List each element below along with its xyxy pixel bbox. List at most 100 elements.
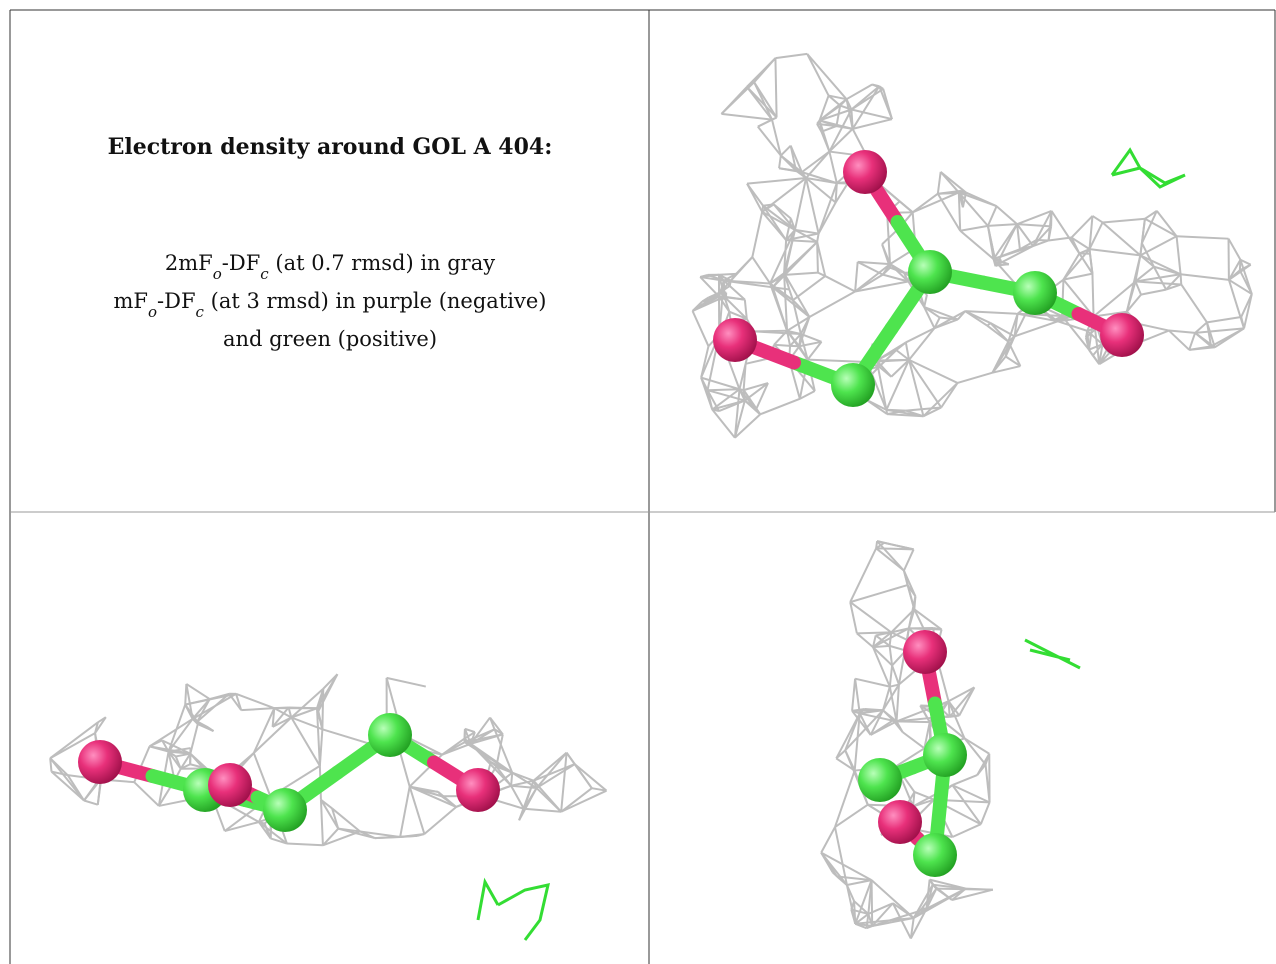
mesh-edge [751,256,771,285]
mesh-edge [408,786,426,835]
density-mesh [49,52,1253,939]
mesh-edge [1016,224,1021,250]
mesh-edge [1168,329,1190,351]
mesh-edge [828,94,847,101]
mesh-edge [1227,279,1245,329]
mesh-edge [908,327,936,361]
mesh-edge [1063,272,1093,281]
mesh-edge [1057,320,1088,332]
mesh-edge [992,365,1021,374]
mesh-edge [805,150,831,179]
mesh-edge [816,233,820,243]
mesh-edge [902,731,925,750]
mesh-edge [888,686,898,722]
mesh-edge [1032,210,1053,247]
text-run: (at 3 rmsd) in purple (negative) [204,289,547,313]
mesh-edge [691,310,710,347]
mesh-edge [799,316,811,335]
mesh-edge [987,223,1018,227]
mesh-edge [707,388,740,392]
mesh-edge [1101,221,1142,257]
mesh-edge [359,830,401,839]
mesh-edge [700,376,740,391]
mesh-edge [820,852,848,886]
mesh-edge [464,728,495,744]
text-run: (at 0.7 rmsd) in gray [269,251,496,275]
mesh-edge [805,177,820,234]
mesh-edge [799,390,816,400]
mesh-edge [933,317,941,329]
mesh-edge [1144,217,1178,238]
mesh-edge [470,743,513,774]
mesh-edge [806,341,823,361]
mesh-edge [835,757,856,772]
oxygen-atom [456,768,500,812]
mesh-edge [951,784,982,825]
mesh-edge [824,275,856,293]
mesh-edge [510,785,525,810]
mesh-edge [711,408,736,439]
mesh-edge [783,229,796,276]
mesh-edge [912,192,939,214]
mesh-edge [783,240,788,274]
mesh-edge [876,547,914,551]
mesh-edge [723,296,748,320]
mesh-edge [895,349,910,361]
mesh-edge [878,85,893,120]
mesh-edge [1227,238,1242,261]
mesh-edge [922,382,959,417]
mesh-edge [839,104,852,111]
mesh-edge [1062,248,1091,281]
mesh-edge [133,781,160,807]
mesh-edge [992,223,1018,260]
legend-line: and green (positive) [223,327,437,351]
mesh-edge [1180,273,1230,281]
mesh-edge [913,887,967,919]
mesh-edge [876,341,907,362]
mesh-edge [986,205,998,227]
mesh-edge [149,718,194,748]
mesh-edge [290,688,324,719]
mesh-edge [818,120,831,152]
mesh-edge [854,677,891,688]
mesh-edge [560,787,593,813]
mesh-edge [1032,239,1049,247]
mesh-edge [532,751,568,782]
mesh-edge [94,716,107,734]
mesh-edge [936,171,942,194]
mesh-edge [963,737,990,755]
mesh-edge [788,289,794,301]
mesh-edge [870,720,898,736]
mesh-edge [386,676,427,688]
mesh-edge [338,827,361,833]
mesh-edge [493,728,514,774]
mesh-edge [1070,236,1091,250]
mesh-edge [774,343,791,347]
mesh-edge [876,540,914,551]
mesh-edge [775,52,808,60]
mesh-edge [819,119,853,130]
mesh-edge [1140,288,1167,296]
mesh-edge [963,737,987,766]
text-run: 2mF [165,251,213,275]
mesh-edge [290,716,321,767]
mesh-edge [914,791,935,801]
mesh-edge [1175,236,1182,275]
mesh-edge [891,627,910,634]
mesh-edge [1206,322,1216,348]
mesh-edge [912,191,960,214]
mesh-edge [191,698,211,720]
mesh-edge [785,218,792,241]
carbon-atom [913,833,957,877]
mesh-edge [711,399,746,411]
mesh-edge [774,58,778,118]
mesh-edge [995,245,1034,267]
mesh-edge [923,721,931,749]
mesh-edge [819,108,852,122]
mesh-edge [320,799,340,830]
oxygen-atom [903,630,947,674]
mesh-edge [1005,355,1021,367]
mesh-edge [844,713,861,751]
mesh-edge [805,177,837,185]
